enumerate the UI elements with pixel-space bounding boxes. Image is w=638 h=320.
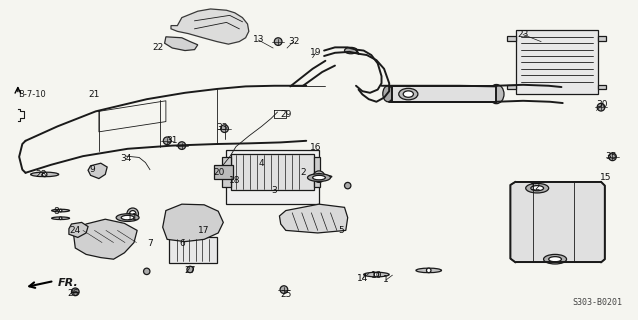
Text: 20: 20 <box>213 168 225 177</box>
Ellipse shape <box>121 215 134 220</box>
Polygon shape <box>73 219 137 259</box>
Polygon shape <box>222 157 231 187</box>
Ellipse shape <box>52 217 70 220</box>
Ellipse shape <box>383 86 393 102</box>
Text: 7: 7 <box>147 239 153 248</box>
Polygon shape <box>163 204 223 242</box>
Polygon shape <box>392 86 496 102</box>
Ellipse shape <box>399 88 418 100</box>
Text: 6: 6 <box>179 239 185 248</box>
Text: 9: 9 <box>89 165 96 174</box>
Circle shape <box>71 288 79 296</box>
Text: 1: 1 <box>383 276 389 284</box>
Text: 3: 3 <box>271 186 278 195</box>
Ellipse shape <box>531 186 544 191</box>
Polygon shape <box>598 36 606 41</box>
Text: 19: 19 <box>310 48 322 57</box>
Polygon shape <box>510 182 605 262</box>
Bar <box>169 237 217 263</box>
Circle shape <box>42 172 47 177</box>
Polygon shape <box>507 36 516 41</box>
Text: 28: 28 <box>36 170 47 179</box>
Text: 31: 31 <box>167 136 178 145</box>
Text: 11: 11 <box>127 213 138 222</box>
Bar <box>226 150 319 204</box>
Text: 29: 29 <box>280 110 292 119</box>
Text: 35: 35 <box>605 152 617 161</box>
Text: 26: 26 <box>68 289 79 298</box>
Circle shape <box>59 209 62 212</box>
Circle shape <box>318 175 322 178</box>
Circle shape <box>221 125 228 132</box>
Bar <box>516 30 598 94</box>
Text: 18: 18 <box>229 176 241 185</box>
Text: 17: 17 <box>198 226 210 235</box>
Circle shape <box>163 137 171 145</box>
Text: 4: 4 <box>259 159 264 168</box>
Ellipse shape <box>489 84 504 104</box>
Circle shape <box>316 173 322 180</box>
Polygon shape <box>507 85 516 89</box>
Circle shape <box>313 171 325 182</box>
Polygon shape <box>314 157 320 187</box>
Text: FR.: FR. <box>57 278 78 288</box>
Ellipse shape <box>308 174 330 181</box>
Text: 5: 5 <box>338 226 345 235</box>
Circle shape <box>345 182 351 189</box>
Text: 30: 30 <box>596 100 607 109</box>
Ellipse shape <box>544 254 567 264</box>
Circle shape <box>130 211 136 217</box>
Polygon shape <box>165 37 198 51</box>
Circle shape <box>374 272 379 277</box>
Text: 21: 21 <box>89 90 100 99</box>
Text: 8: 8 <box>53 207 59 216</box>
Ellipse shape <box>416 268 441 273</box>
Text: 24: 24 <box>70 226 81 235</box>
Circle shape <box>187 266 193 273</box>
Ellipse shape <box>52 209 70 212</box>
Circle shape <box>274 38 282 45</box>
Text: S303-B0201: S303-B0201 <box>572 298 622 307</box>
Polygon shape <box>171 9 249 44</box>
Text: 25: 25 <box>280 290 292 299</box>
Text: 14: 14 <box>357 274 368 283</box>
Ellipse shape <box>309 175 332 178</box>
Text: 10: 10 <box>371 271 382 280</box>
Ellipse shape <box>116 214 139 221</box>
Ellipse shape <box>526 183 549 193</box>
Text: 27: 27 <box>184 266 196 275</box>
Polygon shape <box>598 85 606 89</box>
Circle shape <box>597 103 605 111</box>
Bar <box>231 154 314 190</box>
Text: 16: 16 <box>310 143 322 152</box>
Circle shape <box>280 286 288 293</box>
Polygon shape <box>69 222 88 237</box>
Circle shape <box>144 268 150 275</box>
Circle shape <box>609 153 616 161</box>
Ellipse shape <box>313 175 325 180</box>
Text: 23: 23 <box>517 30 529 39</box>
Ellipse shape <box>364 272 389 277</box>
Bar <box>214 165 233 179</box>
Text: 32: 32 <box>288 37 299 46</box>
Ellipse shape <box>31 172 59 177</box>
Text: 13: 13 <box>253 36 264 44</box>
Text: 12: 12 <box>530 183 542 192</box>
Text: 15: 15 <box>600 173 612 182</box>
Circle shape <box>59 217 62 220</box>
Circle shape <box>426 268 431 273</box>
Polygon shape <box>88 163 107 179</box>
Text: 2: 2 <box>300 168 306 177</box>
Ellipse shape <box>549 257 561 262</box>
Text: 22: 22 <box>152 43 164 52</box>
Circle shape <box>178 142 186 149</box>
Text: 33: 33 <box>216 124 228 132</box>
Polygon shape <box>279 204 348 233</box>
Ellipse shape <box>345 47 357 54</box>
Text: 34: 34 <box>121 154 132 163</box>
Text: B-7-10: B-7-10 <box>18 90 45 99</box>
Circle shape <box>127 208 138 220</box>
Ellipse shape <box>403 91 413 97</box>
